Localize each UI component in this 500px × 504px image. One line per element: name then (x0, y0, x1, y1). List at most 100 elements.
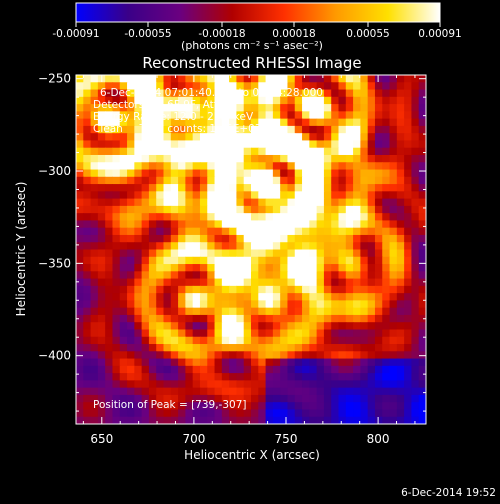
heatmap-cell (331, 278, 340, 287)
heatmap-cell (265, 387, 274, 396)
heatmap-cell (345, 191, 354, 200)
heatmap-cell (396, 169, 405, 178)
heatmap-cell (83, 278, 92, 287)
heatmap-cell (382, 140, 391, 149)
heatmap-cell (229, 125, 238, 134)
heatmap-cell (170, 358, 179, 367)
heatmap-cell (156, 387, 165, 396)
heatmap-cell (156, 314, 165, 323)
heatmap-cell (374, 329, 383, 338)
heatmap-cell (353, 300, 361, 309)
heatmap-cell (272, 147, 281, 156)
heatmap-cell (367, 111, 376, 120)
heatmap-cell (287, 387, 296, 396)
heatmap-cell (90, 125, 99, 134)
heatmap-cell (294, 147, 303, 156)
heatmap-cell (316, 205, 325, 214)
heatmap-cell (127, 256, 135, 265)
heatmap-cell (280, 380, 289, 389)
heatmap-cell (127, 322, 135, 331)
heatmap-cell (178, 82, 186, 91)
heatmap-cell (90, 373, 99, 381)
heatmap-cell (229, 242, 238, 251)
heatmap-cell (309, 300, 318, 309)
heatmap-cell (396, 191, 405, 200)
heatmap-cell (199, 118, 208, 127)
heatmap-cell (221, 184, 230, 192)
heatmap-cell (76, 96, 84, 105)
heatmap-cell (353, 329, 361, 338)
heatmap-cell (127, 169, 135, 178)
heatmap-cell (156, 184, 165, 192)
heatmap-cell (119, 293, 128, 301)
heatmap-cell (134, 125, 143, 134)
heatmap-cell (367, 373, 376, 381)
heatmap-cell (374, 365, 383, 374)
heatmap-cell (360, 184, 369, 192)
heatmap-cell (76, 191, 84, 200)
heatmap-cell (353, 402, 361, 411)
heatmap-cell (272, 365, 281, 374)
heatmap-cell (170, 293, 179, 301)
heatmap-cell (331, 82, 340, 91)
heatmap-cell (229, 285, 238, 294)
heatmap-cell (214, 271, 223, 280)
heatmap-cell (236, 416, 245, 424)
heatmap-cell (309, 307, 318, 316)
heatmap-cell (178, 162, 186, 171)
heatmap-cell (76, 322, 84, 331)
heatmap-cell (185, 322, 194, 331)
x-axis-label: Heliocentric X (arcsec) (184, 448, 320, 462)
heatmap-cell (353, 227, 361, 236)
heatmap-cell (221, 125, 230, 134)
heatmap-cell (199, 96, 208, 105)
heatmap-cell (374, 394, 383, 403)
heatmap-cell (302, 242, 310, 251)
heatmap-cell (243, 394, 252, 403)
heatmap-cell (148, 176, 157, 185)
heatmap-cell (265, 416, 274, 424)
heatmap-cell (199, 140, 208, 149)
heatmap-cell (192, 140, 201, 149)
heatmap-cell (185, 271, 194, 280)
heatmap-cell (97, 329, 106, 338)
heatmap-cell (192, 198, 201, 207)
heatmap-cell (323, 351, 332, 360)
heatmap-cell (192, 271, 201, 280)
heatmap-cell (367, 234, 376, 243)
heatmap-cell (302, 322, 310, 331)
heatmap-cell (236, 147, 245, 156)
heatmap-cell (323, 75, 332, 83)
heatmap-cell (185, 104, 194, 112)
heatmap-cell (382, 154, 391, 163)
heatmap-cell (236, 184, 245, 192)
heatmap-cell (90, 213, 99, 222)
heatmap-cell (127, 133, 135, 142)
heatmap-cell (272, 336, 281, 345)
heatmap-cell (360, 394, 369, 403)
heatmap-cell (396, 198, 405, 207)
heatmap-cell (163, 162, 172, 171)
heatmap-cell (404, 256, 413, 265)
heatmap-cell (323, 242, 332, 251)
heatmap-cell (345, 104, 354, 112)
heatmap-cell (323, 409, 332, 418)
heatmap-cell (221, 416, 230, 424)
heatmap-cell (229, 169, 238, 178)
heatmap-cell (207, 82, 216, 91)
heatmap-cell (148, 373, 157, 381)
heatmap-cell (185, 140, 194, 149)
heatmap-cell (90, 154, 99, 163)
heatmap-cell (178, 336, 186, 345)
heatmap-cell (83, 329, 92, 338)
heatmap-cell (353, 133, 361, 142)
heatmap-cell (229, 89, 238, 98)
heatmap-cell (389, 140, 398, 149)
heatmap-cell (382, 402, 391, 411)
heatmap-cell (90, 358, 99, 367)
heatmap-cell (141, 118, 150, 127)
heatmap-cell (338, 373, 347, 381)
heatmap-cell (185, 329, 194, 338)
heatmap-cell (331, 242, 340, 251)
heatmap-cell (141, 271, 150, 280)
